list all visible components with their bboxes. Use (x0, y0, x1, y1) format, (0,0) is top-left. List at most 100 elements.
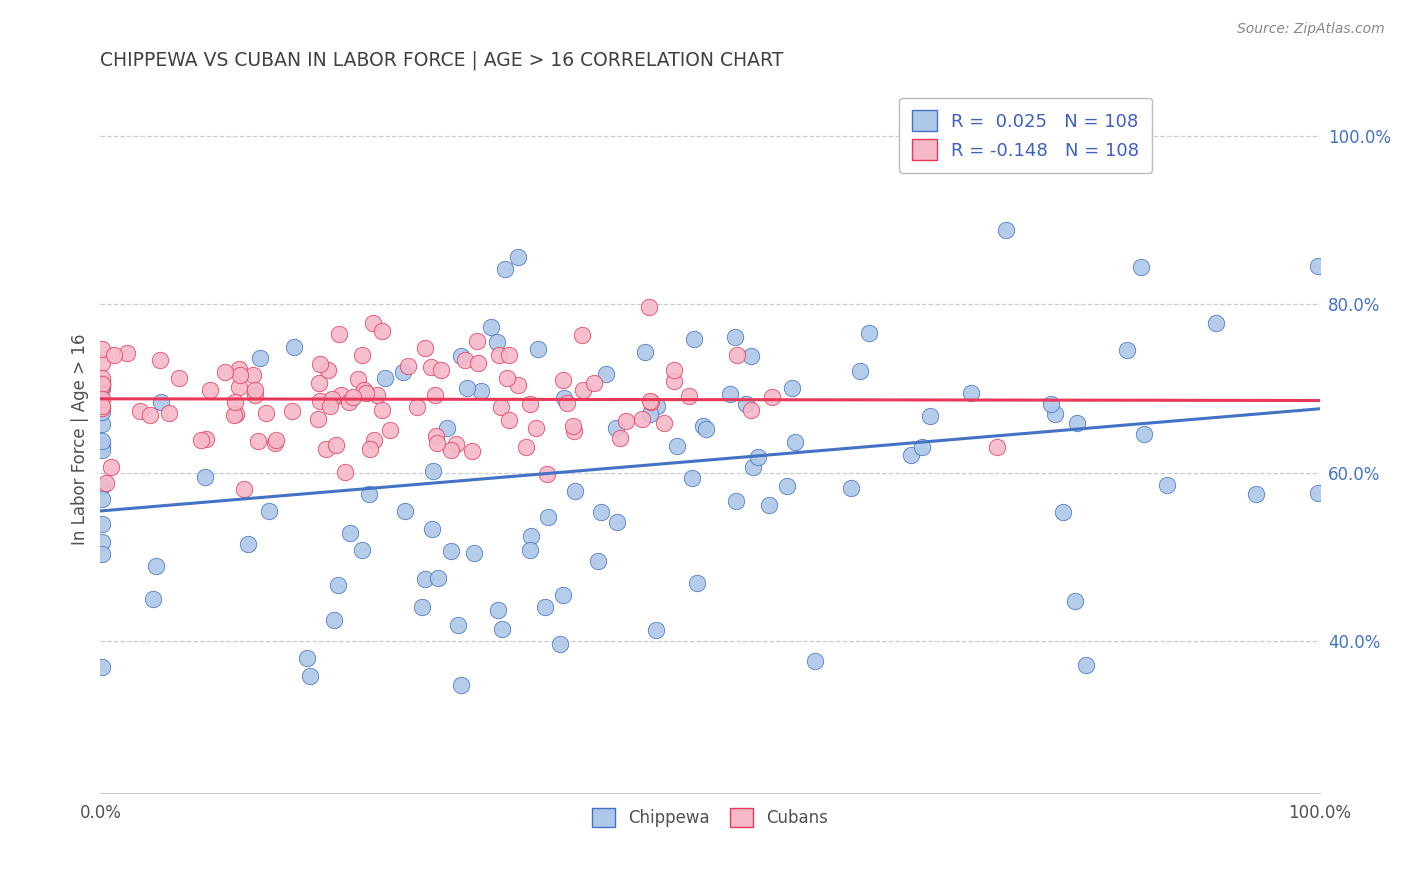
Point (1039, 397, 1062, 411)
Point (378, 423, 401, 437)
Point (326, 577, 349, 591)
Point (167, 370, 190, 384)
Point (747, 450, 769, 464)
Point (725, 347, 748, 361)
Legend: Chippewa, Cubans: Chippewa, Cubans (585, 801, 835, 834)
Point (299, 668, 322, 682)
Point (425, 387, 447, 401)
Point (960, 385, 983, 400)
Point (495, 370, 517, 384)
Point (420, 359, 443, 374)
Point (426, 435, 449, 450)
Point (588, 554, 610, 568)
Point (485, 334, 508, 349)
Point (444, 437, 467, 451)
Point (149, 394, 172, 409)
Point (198, 384, 221, 398)
Point (582, 376, 605, 390)
Point (491, 622, 513, 636)
Point (325, 438, 347, 452)
Point (537, 510, 560, 524)
Point (224, 394, 246, 409)
Point (447, 617, 470, 632)
Point (90, 491, 112, 506)
Point (780, 381, 803, 395)
Point (309, 393, 332, 408)
Point (225, 407, 247, 421)
Point (479, 320, 502, 334)
Point (1116, 343, 1139, 357)
Point (740, 403, 762, 417)
Point (450, 349, 472, 363)
Point (638, 394, 661, 409)
Text: Source: ZipAtlas.com: Source: ZipAtlas.com (1237, 22, 1385, 37)
Point (228, 361, 250, 376)
Point (222, 408, 245, 422)
Point (90, 377, 112, 392)
Point (609, 431, 631, 445)
Point (394, 504, 416, 518)
Point (329, 388, 352, 402)
Point (371, 324, 394, 338)
Point (228, 380, 250, 394)
Point (918, 409, 941, 424)
Point (281, 404, 304, 418)
Point (652, 416, 675, 430)
Point (470, 384, 492, 398)
Point (391, 366, 413, 380)
Point (342, 390, 364, 404)
Point (664, 374, 686, 388)
Point (254, 406, 277, 420)
Point (533, 600, 555, 615)
Point (911, 441, 934, 455)
Point (283, 339, 305, 353)
Point (548, 637, 571, 651)
Point (315, 442, 337, 456)
Point (350, 348, 373, 362)
Point (396, 359, 419, 374)
Point (555, 396, 578, 410)
Point (142, 592, 165, 607)
Point (90, 442, 112, 457)
Point (90, 438, 112, 452)
Point (562, 419, 585, 434)
Point (157, 406, 180, 420)
Point (333, 466, 356, 480)
Point (90, 356, 112, 370)
Point (321, 392, 343, 406)
Point (681, 471, 703, 485)
Point (295, 651, 318, 665)
Point (363, 433, 385, 447)
Point (366, 387, 388, 401)
Point (129, 404, 152, 418)
Point (420, 522, 443, 536)
Point (986, 440, 1008, 454)
Point (465, 334, 488, 348)
Point (354, 386, 377, 401)
Point (359, 487, 381, 501)
Point (735, 397, 758, 411)
Point (322, 613, 344, 627)
Point (90, 370, 112, 384)
Point (307, 412, 329, 426)
Point (783, 435, 806, 450)
Point (1246, 487, 1268, 501)
Point (426, 571, 449, 585)
Point (308, 357, 330, 371)
Point (353, 383, 375, 397)
Point (440, 544, 463, 558)
Point (214, 365, 236, 379)
Point (90, 401, 112, 416)
Point (551, 373, 574, 387)
Point (328, 326, 350, 341)
Point (337, 395, 360, 409)
Point (247, 434, 270, 448)
Point (1308, 486, 1330, 500)
Point (1156, 478, 1178, 492)
Point (149, 353, 172, 368)
Point (692, 419, 714, 434)
Point (461, 444, 484, 458)
Point (849, 364, 872, 378)
Point (527, 342, 550, 356)
Point (683, 332, 706, 346)
